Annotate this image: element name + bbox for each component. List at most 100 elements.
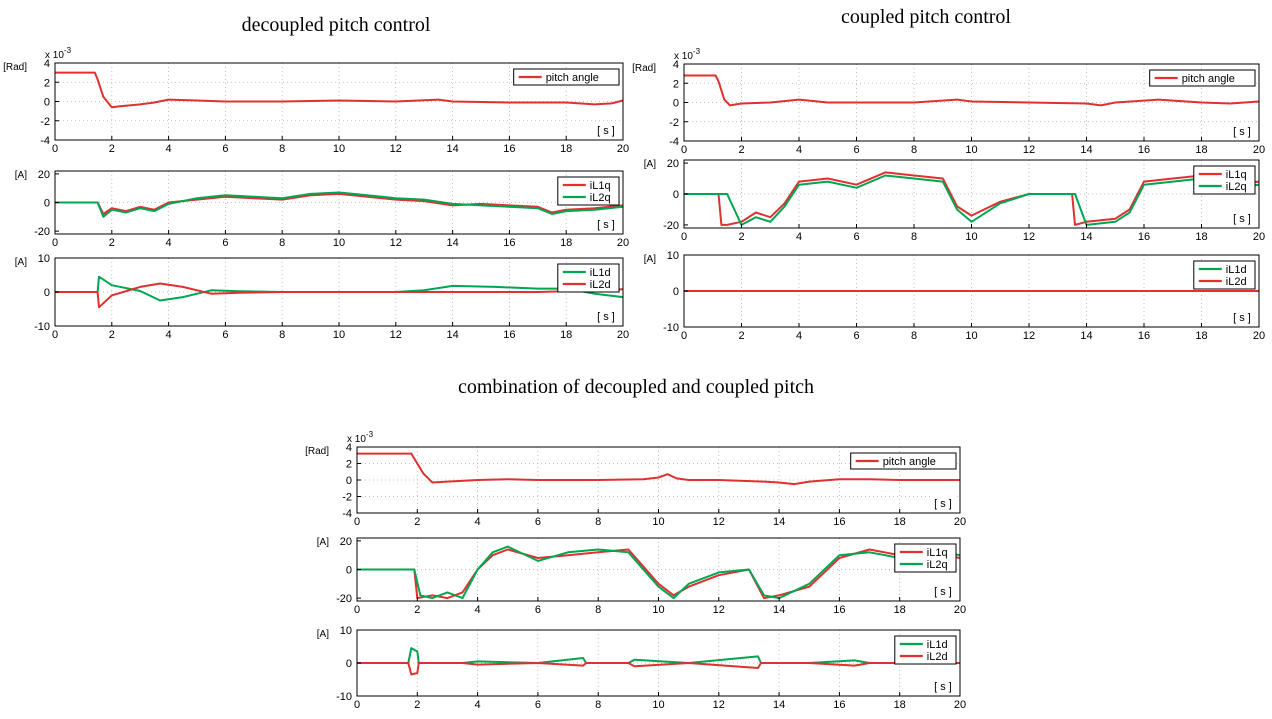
- series-line-iL2d: [357, 662, 960, 676]
- y-tick-label: 4: [44, 58, 50, 70]
- x-tick-label: 16: [833, 516, 845, 528]
- x-unit-box: [593, 309, 619, 323]
- x-tick-label: 8: [595, 699, 601, 711]
- legend-box: [894, 543, 957, 573]
- legend: pitch angle: [513, 68, 620, 86]
- x-unit-box: [930, 496, 956, 510]
- x-tick-label: 20: [617, 237, 629, 249]
- y-tick-label: 10: [340, 625, 352, 637]
- x-tick-label: 20: [954, 516, 966, 528]
- group-title-decoupled: decoupled pitch control: [241, 14, 431, 36]
- x-axis-label: [ s ]: [934, 586, 952, 598]
- legend-box: [513, 68, 620, 86]
- x-tick-label: 4: [166, 329, 172, 341]
- x-tick-label: 2: [414, 516, 420, 528]
- x-tick-label: 0: [354, 516, 360, 528]
- x-unit-box: [1229, 310, 1255, 324]
- x-tick-label: 0: [681, 144, 687, 156]
- x-unit-box: [930, 679, 956, 693]
- y-tick-label: -2: [669, 117, 679, 129]
- x-tick-label: 18: [560, 329, 572, 341]
- x-tick-label: 20: [617, 143, 629, 155]
- x-tick-label: 18: [894, 516, 906, 528]
- legend-label: pitch angle: [883, 456, 936, 468]
- x-tick-label: 2: [414, 604, 420, 616]
- x-tick-label: 2: [109, 329, 115, 341]
- series-line-iL2q: [55, 191, 624, 218]
- y-tick-label: 0: [346, 565, 352, 577]
- x-tick-label: 4: [796, 144, 802, 156]
- y-tick-label: 0: [673, 98, 679, 110]
- legend-label: iL2q: [1226, 181, 1247, 193]
- x-tick-label: 12: [713, 516, 725, 528]
- x-tick-label: 4: [796, 231, 802, 243]
- legend-label: pitch angle: [1182, 73, 1235, 85]
- y-axis-label: [Rad]: [305, 446, 329, 457]
- y-tick-label: -10: [336, 691, 352, 703]
- y-axis-label: [A]: [644, 159, 656, 170]
- x-tick-label: 20: [954, 604, 966, 616]
- x-tick-label: 16: [833, 604, 845, 616]
- y-tick-label: 0: [346, 658, 352, 670]
- x-tick-label: 6: [535, 516, 541, 528]
- x-unit-box: [593, 217, 619, 231]
- x-tick-label: 20: [1253, 144, 1265, 156]
- x-tick-label: 2: [738, 144, 744, 156]
- legend-label: iL1d: [1226, 264, 1247, 276]
- x-tick-label: 6: [853, 144, 859, 156]
- x-unit-box: [1229, 124, 1255, 138]
- legend-box: [1149, 69, 1256, 87]
- series-line-pitch-angle: [357, 452, 960, 486]
- legend-box: [1193, 260, 1256, 290]
- legend-box: [557, 263, 620, 293]
- x-tick-label: 10: [333, 237, 345, 249]
- x-tick-label: 18: [1195, 231, 1207, 243]
- x-tick-label: 18: [1195, 330, 1207, 342]
- y-tick-label: -10: [34, 321, 50, 333]
- y-tick-label: -4: [669, 136, 679, 148]
- x-unit-box: [1229, 211, 1255, 225]
- x-tick-label: 12: [390, 143, 402, 155]
- y-tick-label: 4: [673, 59, 679, 71]
- x-axis-label: [ s ]: [1233, 312, 1251, 324]
- x-tick-label: 2: [109, 143, 115, 155]
- exponent-base: x 10: [674, 51, 693, 62]
- x-tick-label: 18: [560, 143, 572, 155]
- x-tick-label: 14: [1080, 144, 1092, 156]
- x-tick-label: 4: [166, 237, 172, 249]
- x-tick-label: 10: [652, 516, 664, 528]
- exponent-base: x 10: [347, 434, 366, 445]
- x-tick-label: 0: [681, 231, 687, 243]
- x-tick-label: 16: [1138, 231, 1150, 243]
- y-axis-label: [Rad]: [3, 62, 27, 73]
- x-tick-label: 4: [796, 330, 802, 342]
- x-tick-label: 16: [1138, 144, 1150, 156]
- x-tick-label: 20: [1253, 231, 1265, 243]
- x-axis-label: [ s ]: [934, 681, 952, 693]
- x-tick-label: 18: [894, 604, 906, 616]
- y-tick-label: 2: [673, 78, 679, 90]
- x-axis-label: [ s ]: [1233, 213, 1251, 225]
- x-tick-label: 20: [617, 329, 629, 341]
- y-tick-label: -10: [663, 322, 679, 334]
- series-line-iL1q: [357, 548, 961, 600]
- series-line-iL2q: [684, 174, 1260, 226]
- x-tick-label: 4: [475, 699, 481, 711]
- series-line-pitch-angle: [55, 71, 624, 109]
- y-tick-label: -4: [342, 508, 352, 520]
- y-tick-label: 4: [346, 442, 352, 454]
- legend-box: [894, 635, 957, 665]
- x-tick-label: 6: [222, 237, 228, 249]
- x-axis-label: [ s ]: [934, 498, 952, 510]
- legend-label: iL1q: [927, 547, 948, 559]
